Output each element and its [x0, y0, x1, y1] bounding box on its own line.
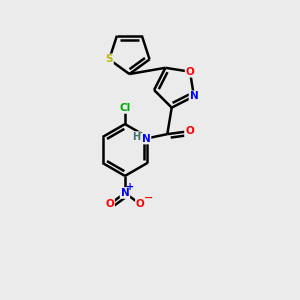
Text: H: H: [132, 132, 140, 142]
Text: O: O: [105, 199, 114, 209]
Text: Cl: Cl: [119, 103, 130, 113]
Text: O: O: [136, 199, 145, 209]
Text: +: +: [126, 182, 134, 191]
Text: N: N: [121, 188, 129, 198]
Text: O: O: [185, 126, 194, 136]
Text: O: O: [186, 67, 194, 77]
Text: N: N: [142, 134, 151, 144]
Text: N: N: [190, 91, 198, 101]
Text: −: −: [144, 193, 153, 203]
Text: S: S: [106, 54, 113, 64]
